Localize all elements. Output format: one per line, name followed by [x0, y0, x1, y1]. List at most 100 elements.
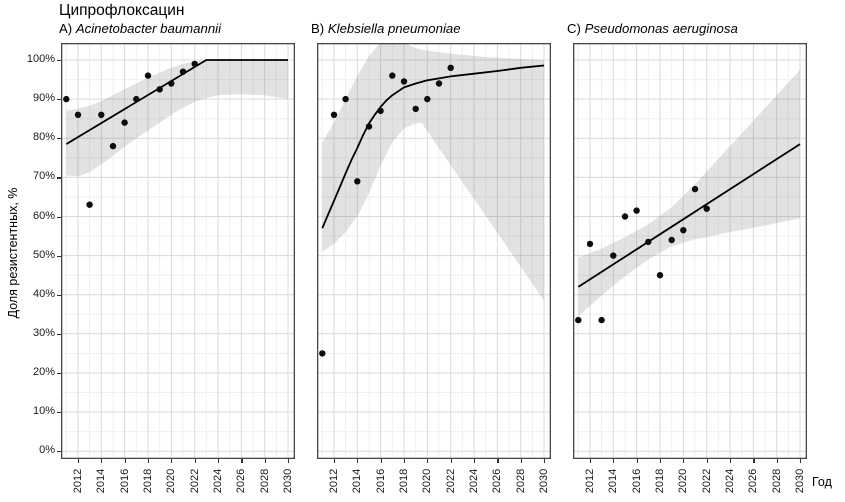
- y-tick-label: 90%: [32, 92, 55, 105]
- x-axis-tick: [264, 459, 266, 463]
- data-point: [191, 60, 198, 68]
- chart-title: Ципрофлоксацин: [59, 2, 185, 19]
- y-axis-tick: [57, 255, 61, 257]
- data-point: [435, 80, 443, 87]
- x-axis-tick: [497, 459, 499, 463]
- x-tick-label: 2030: [282, 468, 294, 494]
- y-axis-tick: [57, 412, 61, 414]
- y-axis-tick: [57, 216, 61, 218]
- x-axis-tick: [334, 459, 336, 463]
- data-point: [179, 68, 187, 75]
- x-tick-label: 2028: [258, 468, 271, 494]
- data-point: [144, 72, 152, 79]
- panel-a-plot: [61, 43, 295, 459]
- y-tick-label: 80%: [32, 131, 55, 144]
- x-axis-tick: [683, 459, 685, 463]
- y-axis-tick: [57, 99, 61, 101]
- x-axis-tick: [706, 459, 708, 463]
- x-axis-tick: [380, 459, 382, 463]
- panel-label-a: A) Acinetobacter baumannii: [59, 21, 221, 36]
- x-axis-title: Год: [812, 475, 832, 489]
- x-tick-label: 2026: [491, 468, 504, 494]
- data-point: [656, 272, 664, 279]
- x-tick-label: 2018: [142, 468, 154, 494]
- data-point: [412, 105, 419, 113]
- trend-line: [321, 64, 545, 229]
- x-tick-label: 2024: [468, 468, 480, 494]
- x-tick-label: 2028: [770, 468, 783, 494]
- x-axis-tick: [636, 459, 638, 463]
- data-point: [633, 207, 640, 214]
- x-axis-tick: [171, 459, 173, 463]
- data-point: [365, 123, 373, 130]
- data-point: [645, 238, 652, 246]
- data-point: [354, 178, 361, 185]
- data-point: [330, 111, 338, 119]
- y-tick-label: 70%: [32, 170, 55, 183]
- x-axis-tick: [101, 459, 103, 463]
- trend-line: [65, 59, 288, 145]
- data-point: [389, 72, 396, 79]
- confidence-band: [578, 69, 800, 317]
- y-tick-label: 100%: [26, 53, 55, 65]
- data-point: [133, 95, 140, 103]
- x-tick-label: 2016: [118, 468, 131, 494]
- x-axis-tick: [194, 459, 196, 463]
- data-point: [400, 78, 408, 85]
- y-tick-label: 60%: [32, 209, 55, 222]
- x-axis-tick: [544, 459, 546, 463]
- panel-label-c-prefix: C): [567, 21, 585, 36]
- grid-minor: [61, 43, 295, 459]
- x-tick-label: 2024: [212, 468, 224, 494]
- x-tick-label: 2014: [95, 468, 108, 494]
- x-tick-label: 2022: [188, 468, 201, 494]
- x-axis-tick: [427, 459, 429, 463]
- x-axis-tick: [730, 459, 732, 463]
- panel-label-c-organism: Pseudomonas aeruginosa: [584, 21, 738, 36]
- y-axis-tick: [57, 138, 61, 140]
- y-axis-tick: [57, 333, 61, 335]
- y-axis-tick: [57, 177, 61, 179]
- data-point: [86, 201, 93, 208]
- y-tick-label: 40%: [32, 287, 55, 300]
- x-tick-label: 2018: [654, 468, 666, 494]
- x-axis-tick: [800, 459, 802, 463]
- data-point: [63, 95, 70, 103]
- x-axis-tick: [148, 459, 150, 463]
- y-tick-label: 20%: [32, 366, 55, 378]
- data-point: [621, 213, 629, 220]
- x-tick-label: 2022: [700, 468, 713, 494]
- x-axis-tick: [241, 459, 243, 463]
- panel-label-b-organism: Klebsiella pneumoniae: [327, 21, 461, 36]
- x-axis-tick: [124, 459, 126, 463]
- x-axis-tick: [520, 459, 522, 463]
- x-tick-label: 2020: [677, 468, 690, 494]
- data-point: [74, 111, 82, 119]
- data-point: [447, 64, 454, 71]
- x-tick-label: 2020: [421, 468, 434, 494]
- panel-c-plot: [573, 43, 807, 459]
- panel-border: [573, 43, 807, 459]
- data-point: [680, 227, 687, 234]
- panel-border: [61, 43, 295, 459]
- data-point: [586, 240, 594, 248]
- data-point: [598, 316, 605, 324]
- panel-label-b-prefix: B): [311, 21, 328, 36]
- y-tick-label: 0%: [39, 444, 55, 457]
- data-point: [424, 95, 431, 103]
- panel-label-c: C) Pseudomonas aeruginosa: [567, 21, 738, 36]
- confidence-band: [322, 43, 544, 301]
- data-point: [703, 205, 710, 212]
- data-point: [668, 236, 675, 244]
- y-tick-label: 30%: [32, 326, 55, 339]
- x-tick-label: 2028: [514, 468, 527, 494]
- x-axis-tick: [474, 459, 476, 463]
- x-tick-label: 2012: [72, 468, 84, 494]
- data-point: [691, 185, 699, 193]
- panel-label-a-prefix: A): [59, 21, 76, 36]
- y-tick-label: 50%: [32, 248, 55, 261]
- data-point: [109, 142, 117, 150]
- x-tick-label: 2030: [538, 468, 550, 494]
- x-axis-tick: [404, 459, 406, 463]
